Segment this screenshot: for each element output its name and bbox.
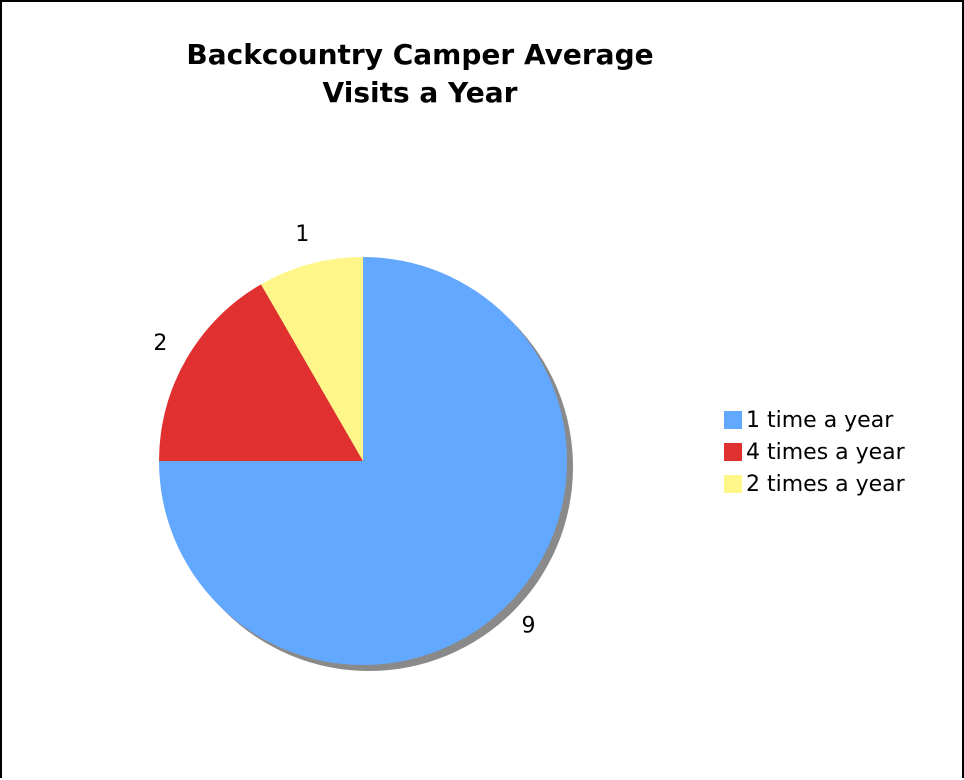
chart-title: Backcountry Camper Average Visits a Year (102, 36, 738, 112)
chart-title-line-2: Visits a Year (322, 76, 518, 109)
legend-swatch-1-time (724, 411, 742, 429)
legend-item-4-times: 4 times a year (724, 436, 905, 468)
legend-label-4-times: 4 times a year (746, 439, 905, 465)
legend-label-1-time: 1 time a year (746, 407, 894, 433)
chart-legend: 1 time a year 4 times a year 2 times a y… (724, 404, 905, 500)
legend-swatch-4-times (724, 443, 742, 461)
legend-item-2-times: 2 times a year (724, 468, 905, 500)
legend-label-2-times: 2 times a year (746, 471, 905, 497)
pie-slice-3 (261, 257, 363, 461)
chart-title-line-1: Backcountry Camper Average (186, 38, 654, 71)
legend-item-1-time: 1 time a year (724, 404, 905, 436)
pie-data-label-1: 9 (521, 613, 535, 638)
pie-slice-2 (159, 284, 363, 461)
pie-data-label-3: 1 (295, 222, 309, 247)
pie-data-label-2: 2 (153, 331, 167, 356)
legend-swatch-2-times (724, 475, 742, 493)
